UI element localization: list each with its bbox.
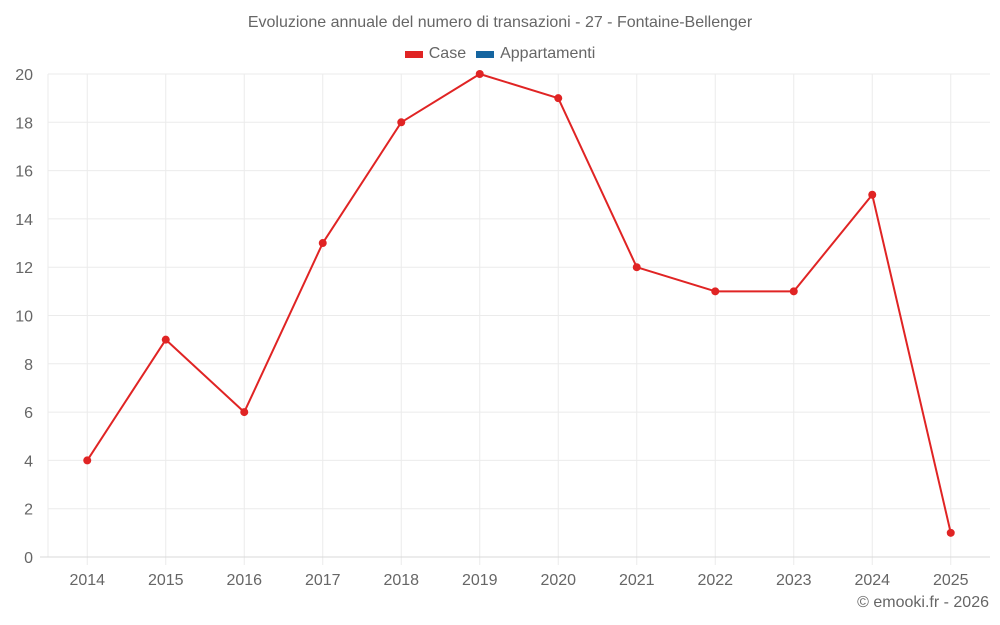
data-point: [397, 118, 406, 127]
x-tick-label: 2021: [619, 572, 655, 589]
axes: [40, 556, 990, 565]
x-tick-label: 2018: [383, 572, 419, 589]
series-line: [86, 73, 952, 534]
y-axis-ticks: 0 2 4 6 8 10 12 14 16 18 20: [15, 67, 33, 567]
data-point: [868, 190, 877, 199]
chart-title: Evoluzione annuale del numero di transaz…: [247, 14, 753, 31]
y-tick-label: 8: [24, 357, 33, 374]
x-tick-label: 2020: [540, 572, 576, 589]
x-tick-label: 2025: [933, 572, 969, 589]
y-tick-label: 16: [15, 164, 33, 181]
x-tick-label: 2019: [462, 572, 498, 589]
data-point: [946, 528, 955, 537]
y-tick-label: 18: [15, 115, 33, 132]
data-point: [711, 287, 720, 296]
y-tick-label: 4: [24, 453, 33, 470]
data-point: [632, 263, 641, 272]
data-point: [83, 456, 92, 465]
legend-swatch-case: [404, 50, 423, 58]
data-point: [554, 94, 563, 103]
legend-item-appartamenti[interactable]: Appartamenti: [476, 45, 595, 63]
credit-text: © emooki.fr - 2026: [857, 594, 989, 611]
data-point: [475, 70, 484, 78]
data-point: [318, 239, 327, 248]
legend-item-case[interactable]: Case: [404, 45, 467, 63]
x-tick-label: 2024: [854, 572, 890, 589]
x-tick-label: 2022: [697, 572, 733, 589]
data-point: [789, 287, 798, 296]
y-tick-label: 14: [15, 212, 33, 229]
y-tick-label: 10: [15, 309, 33, 326]
x-tick-label: 2023: [776, 572, 812, 589]
x-tick-label: 2014: [69, 572, 105, 589]
y-tick-label: 2: [24, 502, 33, 519]
y-tick-label: 6: [24, 405, 33, 422]
legend-label-appartamenti: Appartamenti: [500, 45, 596, 62]
legend-label-case: Case: [428, 45, 467, 62]
grid-lines: [47, 73, 990, 557]
series-case: [83, 70, 955, 537]
legend-swatch-appartamenti: [476, 50, 495, 58]
x-tick-label: 2015: [148, 572, 184, 589]
legend: Case Appartamenti: [0, 45, 1000, 63]
y-tick-label: 0: [24, 550, 33, 567]
x-axis-ticks: 2014 2015 2016 2017 2018 2019 2020 2021 2022 2023…: [69, 572, 968, 589]
data-point: [161, 335, 170, 344]
x-tick-label: 2016: [226, 572, 262, 589]
y-tick-label: 20: [15, 67, 33, 84]
y-tick-label: 12: [15, 260, 33, 277]
x-tick-label: 2017: [305, 572, 341, 589]
data-point: [240, 408, 249, 417]
